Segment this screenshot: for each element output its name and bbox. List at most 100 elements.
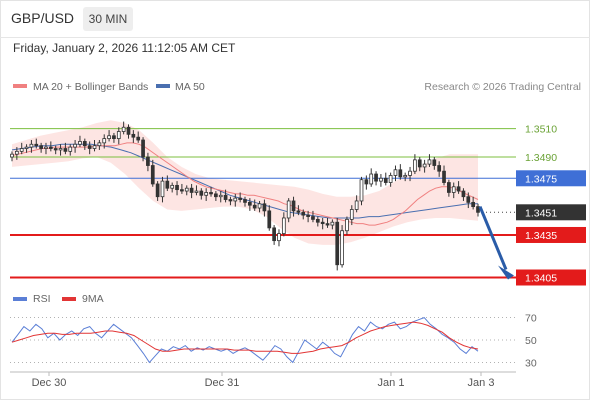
candle-body	[330, 221, 335, 226]
candle-body	[413, 159, 417, 172]
candle-body	[364, 179, 369, 185]
candle-body	[286, 200, 291, 219]
candle-body	[315, 218, 320, 223]
level-label-1.3405: 1.3405	[525, 272, 557, 284]
candle-body	[383, 177, 388, 183]
candle-body	[296, 210, 301, 213]
candle-body	[189, 187, 194, 193]
level-label-1.3475: 1.3475	[525, 173, 557, 185]
candle-body	[427, 159, 432, 165]
candle-body	[398, 169, 403, 178]
candle-body	[238, 197, 243, 200]
candle-body	[422, 163, 427, 168]
candle-body	[461, 190, 466, 198]
candle-body	[466, 196, 471, 203]
candle-body	[345, 218, 349, 232]
copyright-label: Research © 2026 Trading Central	[424, 81, 581, 93]
candle-body	[437, 165, 442, 172]
candle-body	[214, 193, 218, 198]
candle-body	[233, 197, 238, 202]
candle-body	[320, 221, 325, 225]
candle-body	[73, 143, 77, 148]
candle-body	[112, 135, 116, 139]
candle-body	[359, 179, 364, 202]
rsi-plot: 70 50 30	[10, 313, 537, 369]
candle-body	[194, 190, 199, 193]
candle-body	[291, 200, 296, 212]
candle-body	[417, 159, 422, 168]
candle-body	[369, 173, 374, 185]
candle-body	[247, 201, 252, 206]
candle-body	[10, 153, 14, 158]
candle-body	[14, 150, 19, 155]
candle-body	[456, 186, 461, 192]
chart-header: GBP/USD 30 MIN	[0, 0, 590, 37]
bollinger-band	[12, 120, 478, 245]
candle-body	[223, 194, 228, 200]
candle-body	[447, 182, 451, 193]
candle-body	[68, 146, 73, 152]
price-plot: 1.3510 1.3490 1.3475 1.3435 1.3405 1.3451	[10, 120, 586, 286]
candle-body	[209, 192, 213, 195]
candle-body	[53, 148, 58, 151]
rsi-ma-legend-label: 9MA	[82, 293, 104, 305]
candle-body	[136, 136, 141, 141]
candle-body	[121, 126, 126, 132]
level-badge-1.3475	[516, 170, 586, 187]
candle-body	[442, 170, 446, 183]
rsi-line	[11, 317, 479, 364]
candle-body	[432, 159, 437, 166]
timeframe-button[interactable]: 30 MIN	[83, 7, 133, 31]
rsi-legend-label: RSI	[33, 293, 51, 305]
rsi-tick-50: 50	[525, 335, 537, 347]
candle-body	[175, 184, 179, 191]
candle-body	[306, 214, 310, 217]
candle-body	[354, 200, 359, 210]
candle-body	[335, 221, 340, 266]
candle-body	[349, 209, 354, 220]
candle-body	[48, 146, 53, 149]
candle-body	[403, 175, 408, 178]
candle-body	[204, 192, 209, 196]
x-tick-label: Jan 3	[468, 377, 495, 389]
x-tick-label: Dec 30	[32, 377, 67, 389]
candle-body	[24, 146, 29, 149]
candle-body	[199, 190, 204, 196]
candle-body	[39, 145, 43, 149]
forecast-arrow-head	[498, 265, 514, 280]
candle-body	[150, 165, 155, 185]
candle-body	[97, 142, 102, 147]
ma20-legend-swatch	[13, 84, 27, 88]
x-tick-label: Dec 31	[205, 377, 240, 389]
level-badge-1.3405	[516, 269, 586, 286]
candle-body	[92, 145, 97, 149]
forecast-arrow-shaft	[478, 206, 508, 271]
candle-body	[141, 139, 145, 158]
candle-body	[262, 203, 267, 212]
candle-body	[184, 187, 189, 192]
candle-body	[126, 126, 131, 135]
header-divider	[0, 37, 590, 38]
candle-body	[451, 186, 456, 193]
candle-body	[218, 194, 223, 198]
candle-body	[180, 189, 184, 192]
candle-body	[102, 138, 107, 144]
candle-body	[63, 148, 68, 152]
candle-body	[243, 199, 247, 203]
ma50-legend-label: MA 50	[175, 81, 205, 93]
candle-body	[131, 133, 136, 138]
rsi-ma-line	[11, 321, 479, 354]
candle-body	[374, 173, 378, 182]
candle-body	[379, 177, 383, 182]
rsi-ma-legend-swatch	[62, 297, 76, 301]
candle-body	[277, 233, 281, 242]
candle-body	[311, 216, 315, 220]
candle-body	[272, 227, 276, 242]
last-price-badge	[516, 204, 586, 221]
candle-body	[471, 201, 476, 208]
rsi-legend-swatch	[13, 297, 27, 301]
candle-body	[107, 135, 111, 139]
candle-body	[19, 148, 24, 152]
candle-body	[340, 230, 344, 266]
